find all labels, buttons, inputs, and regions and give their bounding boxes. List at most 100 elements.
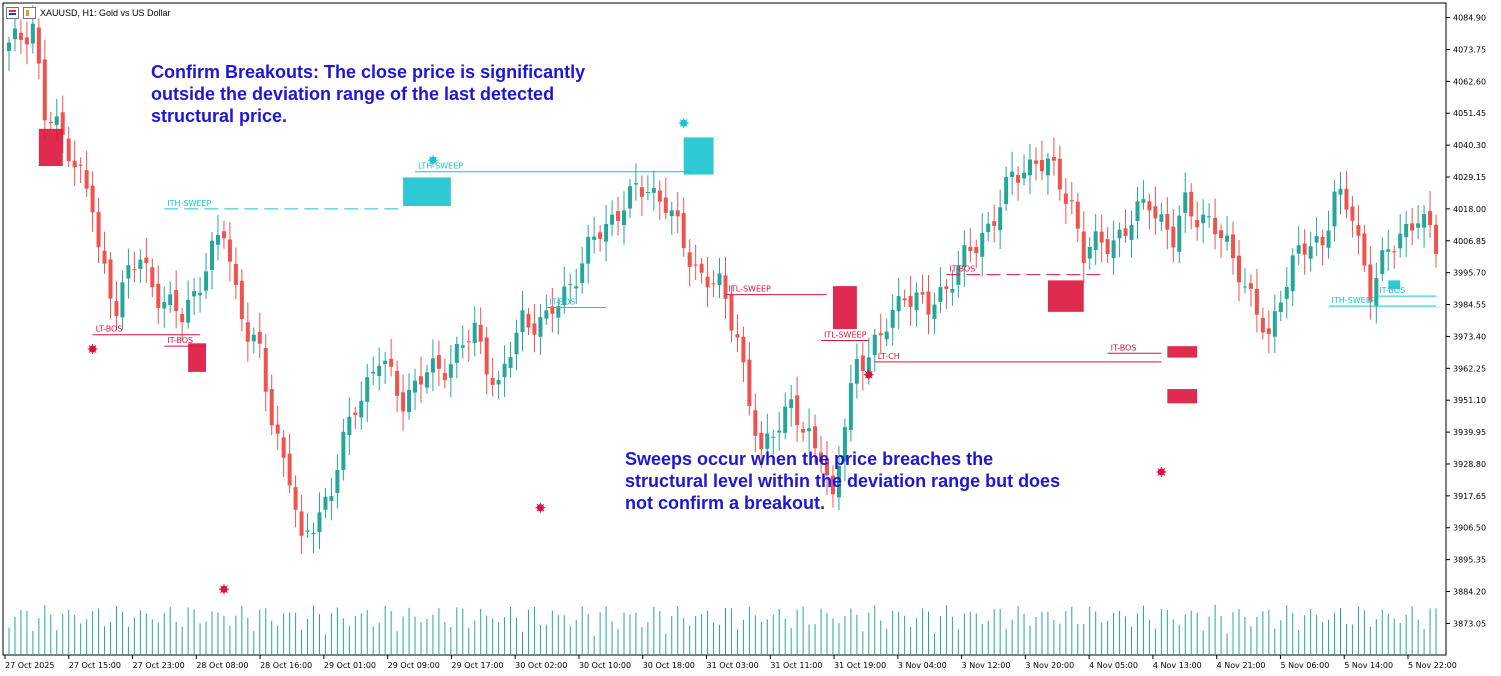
y-tick-label: 3906.50 [1453, 524, 1486, 533]
candles-group [7, 5, 1439, 555]
candle-body [723, 275, 728, 299]
candle-body [1069, 200, 1074, 202]
candle-body [1117, 229, 1122, 239]
candle-body [275, 424, 280, 434]
candle-body [90, 185, 95, 213]
candle-body [365, 377, 370, 402]
y-tick-label: 3973.40 [1453, 332, 1486, 341]
candle-body [687, 252, 692, 267]
candle-body [227, 239, 232, 262]
candle-body [1123, 228, 1128, 237]
timeframe-icon[interactable] [23, 7, 36, 19]
candle-body [1129, 224, 1134, 240]
candle-body [1105, 239, 1110, 255]
candle-body [538, 317, 543, 337]
candle-body [1219, 230, 1224, 238]
candle-body [532, 323, 537, 335]
candle-body [1057, 158, 1062, 190]
candle-body [1147, 201, 1152, 211]
candle-body [1278, 302, 1283, 312]
candle-body [980, 233, 985, 257]
candle-body [120, 282, 125, 318]
sweep-marker-ray [683, 119, 688, 124]
candle-body [210, 240, 215, 270]
candle-body [884, 331, 889, 340]
y-tick-label: 3984.55 [1453, 301, 1486, 310]
chart-list-icon[interactable] [6, 7, 19, 19]
candle-body [1004, 177, 1009, 205]
candle-body [198, 292, 203, 296]
x-tick-label: 30 Oct 10:00 [579, 661, 631, 670]
sweep-marker-ray [223, 585, 228, 590]
candle-body [239, 280, 244, 320]
structure-zone [1388, 280, 1401, 289]
candle-body [735, 334, 740, 338]
candle-body [520, 310, 525, 333]
y-tick-label: 3884.20 [1453, 588, 1486, 597]
candle-body [819, 452, 824, 463]
candle-body [317, 512, 322, 533]
candle-body [633, 183, 638, 185]
candle-body [472, 322, 477, 343]
candle-body [562, 286, 567, 306]
candle-body [78, 164, 83, 166]
x-tick-label: 31 Oct 03:00 [707, 661, 759, 670]
sweep-marker-ray [1157, 471, 1162, 476]
candle-body [1386, 249, 1391, 252]
candle-body [1033, 160, 1038, 164]
x-tick-label: 27 Oct 2025 [5, 661, 54, 670]
candle-body [502, 363, 507, 378]
sweep-marker-ray [88, 348, 93, 353]
y-axis: 4084.90 4073.75 4062.60 4051.45 4040.30 4029.… [1446, 14, 1486, 628]
candle-body [1344, 188, 1349, 210]
candle-body [401, 392, 406, 412]
structure-level-label: ITH-SWEEP [1332, 296, 1376, 305]
candle-body [556, 306, 561, 318]
structure-level-label: ITL-SWEEP [824, 330, 867, 339]
candle-body [986, 223, 991, 233]
y-tick-label: 3873.05 [1453, 619, 1486, 628]
candle-body [430, 358, 435, 373]
candle-body [48, 122, 53, 124]
candle-body [598, 232, 603, 239]
candle-body [651, 188, 656, 193]
sweep-marker-ray [679, 119, 685, 124]
x-tick-label: 5 Nov 06:00 [1280, 661, 1329, 670]
candle-body [950, 288, 955, 293]
candle-body [848, 383, 853, 431]
x-tick-label: 28 Oct 16:00 [260, 661, 312, 670]
candle-body [1254, 288, 1259, 315]
candle-body [860, 355, 865, 372]
x-tick-label: 3 Nov 04:00 [898, 661, 947, 670]
markers-group [87, 118, 1167, 595]
candle-body [693, 264, 698, 266]
sweep-annotation: Sweeps occur when the price breaches the… [625, 448, 1060, 514]
candle-body [1231, 234, 1236, 259]
candle-body [813, 426, 818, 449]
y-tick-label: 4084.90 [1453, 14, 1486, 23]
candle-body [1010, 171, 1015, 177]
candle-body [1392, 251, 1397, 253]
candle-body [592, 236, 597, 240]
candle-body [215, 235, 220, 245]
candle-body [1063, 193, 1068, 204]
candle-body [717, 273, 722, 286]
candle-body [329, 496, 334, 501]
candle-body [878, 333, 883, 336]
candle-body [998, 207, 1003, 231]
sweep-marker-ray [540, 507, 545, 512]
sweep-marker-ray [1161, 471, 1166, 476]
candle-body [1045, 158, 1050, 176]
candle-body [675, 210, 680, 217]
candle-body [544, 310, 549, 319]
candle-body [1189, 191, 1194, 217]
zones-group [38, 128, 1401, 404]
candle-body [287, 453, 292, 486]
candle-body [102, 250, 107, 264]
candle-body [245, 322, 250, 342]
candle-body [657, 190, 662, 202]
structure-zone [403, 177, 451, 207]
candle-body [1260, 317, 1265, 333]
